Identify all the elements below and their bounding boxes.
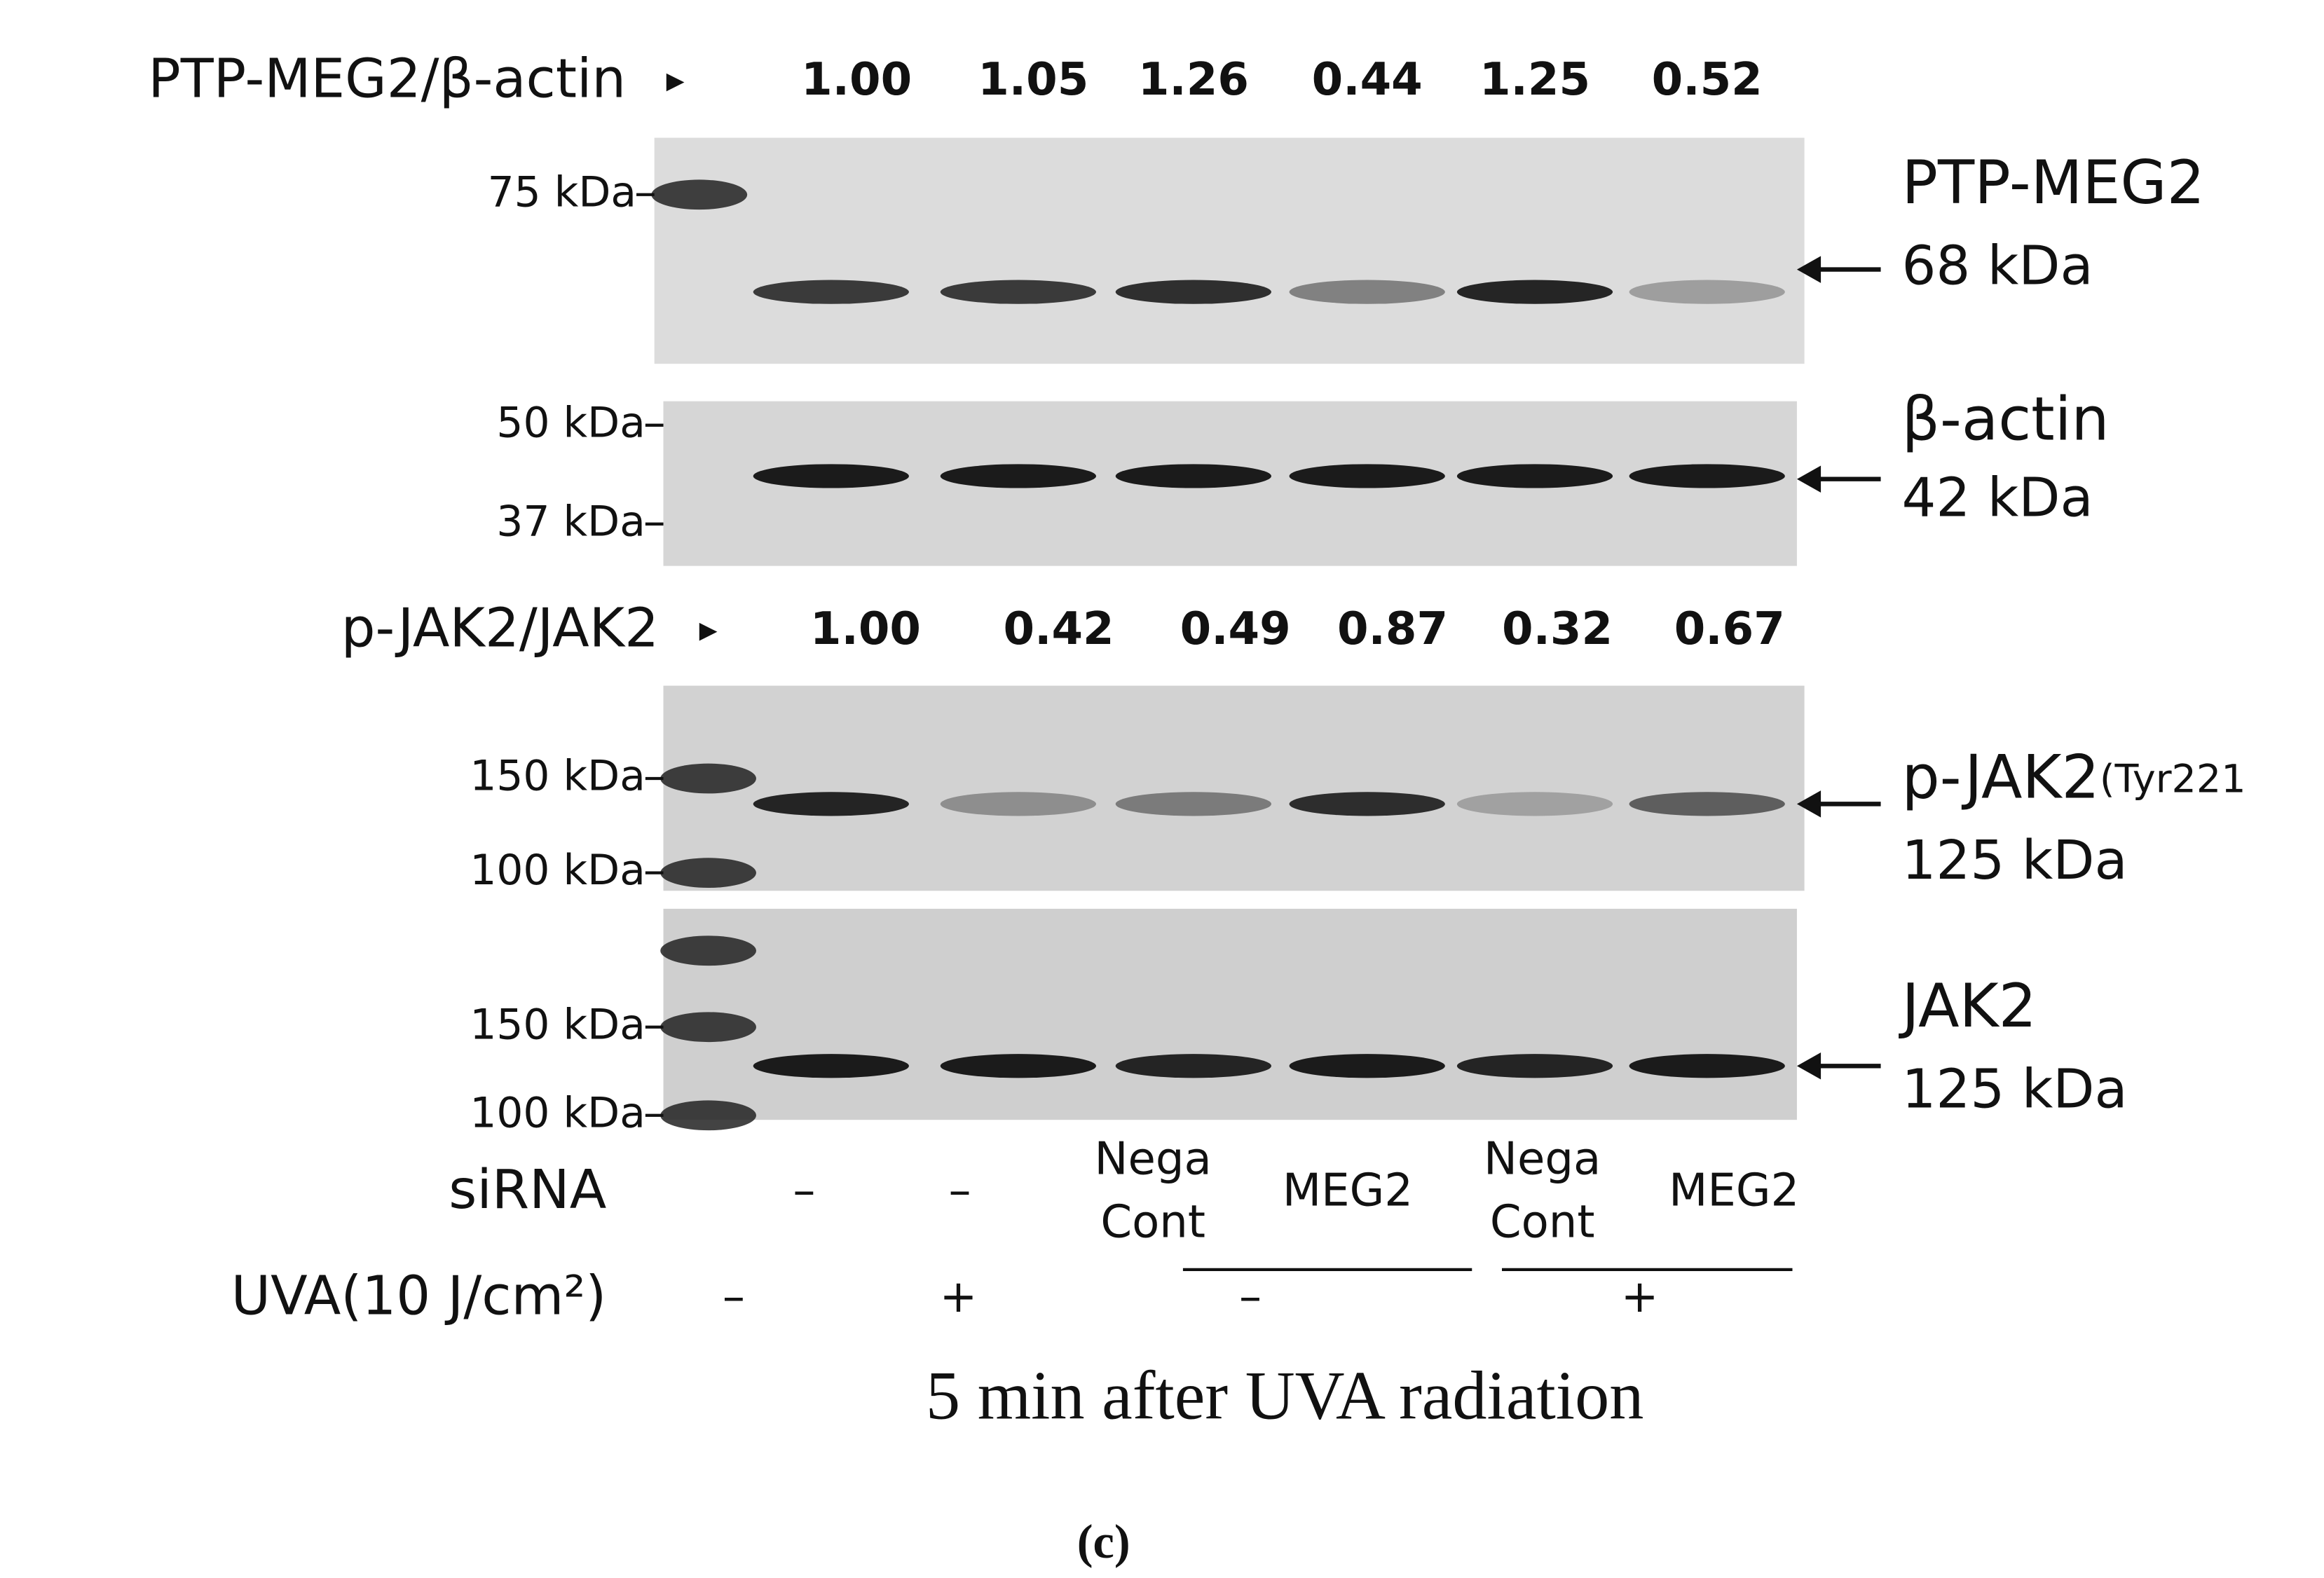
ratio-value: 0.67	[1674, 603, 1785, 655]
panel-label: (c)	[1077, 1515, 1130, 1568]
marker-label: 50 kDa	[496, 398, 645, 447]
protein-band	[1456, 464, 1613, 488]
protein-band	[940, 1054, 1096, 1078]
sirna-value: –	[793, 1165, 815, 1216]
ratio-value: 1.05	[978, 54, 1088, 106]
protein-band	[1629, 792, 1785, 816]
protein-size: 42 kDa	[1901, 467, 2093, 530]
protein-name-text: JAK2	[1898, 973, 2037, 1042]
ladder-band	[651, 179, 748, 210]
protein-band	[753, 464, 909, 488]
ratio-value: 1.26	[1138, 54, 1249, 106]
protein-band	[1115, 280, 1271, 304]
sirna-value: MEG2	[1283, 1165, 1413, 1216]
uva-value: –	[723, 1271, 745, 1323]
marker-label: 100 kDa	[470, 846, 645, 895]
blot-figure: PTP-MEG2/β-actin 1.00 1.05 1.26 0.44 1.25 0.52…	[148, 48, 2246, 1568]
protein-name: p-JAK2(Tyr221	[1901, 743, 2246, 813]
caption: 5 min after UVA radiation	[926, 1358, 1643, 1434]
protein-size: 125 kDa	[1901, 830, 2127, 892]
ratio-value: 0.42	[1004, 603, 1114, 655]
protein-band	[1629, 464, 1785, 488]
ladder-band	[660, 763, 756, 794]
ratio-value: 0.32	[1502, 603, 1613, 655]
blot-membrane	[663, 908, 1797, 1120]
ratio-value: 0.87	[1337, 603, 1448, 655]
uva-value: +	[1621, 1271, 1659, 1323]
uva-label: UVA(10 J/cm²)	[231, 1265, 607, 1328]
sirna-value: MEG2	[1669, 1165, 1799, 1216]
arrow-head	[1796, 790, 1821, 818]
sirna-value: Nega	[1484, 1134, 1601, 1186]
marker-label: 150 kDa	[470, 1000, 645, 1049]
protein-band	[1289, 464, 1445, 488]
protein-name: JAK2	[1898, 973, 2037, 1042]
ladder-band	[660, 1012, 756, 1043]
ratio-label: p-JAK2/JAK2	[341, 598, 659, 660]
protein-band	[753, 1054, 909, 1078]
uva-value: +	[940, 1271, 978, 1323]
protein-band	[1289, 1054, 1445, 1078]
protein-name-text: β-actin	[1901, 385, 2109, 455]
arrow-head	[1796, 465, 1821, 493]
protein-size: 68 kDa	[1901, 235, 2093, 298]
protein-band	[1456, 280, 1613, 304]
ratio-value: 1.00	[810, 603, 921, 655]
sirna-label: siRNA	[449, 1159, 606, 1221]
protein-band	[1629, 1054, 1785, 1078]
marker-label: 37 kDa	[496, 497, 645, 546]
protein-band	[1456, 792, 1613, 816]
protein-name: β-actin	[1901, 385, 2109, 455]
protein-size: 125 kDa	[1901, 1059, 2127, 1121]
protein-band	[940, 280, 1096, 304]
ratio-value: 0.52	[1652, 54, 1763, 106]
protein-band	[1115, 1054, 1271, 1078]
protein-band	[1289, 792, 1445, 816]
sirna-value: Nega	[1095, 1134, 1212, 1186]
protein-band	[1629, 280, 1785, 304]
protein-name-text: p-JAK2	[1901, 743, 2099, 813]
ratio-label: PTP-MEG2/β-actin	[148, 48, 626, 111]
pointer	[666, 73, 685, 92]
arrow-head	[1796, 256, 1821, 283]
protein-name: PTP-MEG2	[1901, 149, 2205, 219]
sirna-value: Cont	[1100, 1196, 1205, 1248]
sirna-value: –	[949, 1165, 971, 1216]
protein-band	[940, 792, 1096, 816]
protein-band	[1456, 1054, 1613, 1078]
sirna-value: Cont	[1490, 1196, 1595, 1248]
protein-band	[1289, 280, 1445, 304]
protein-band	[753, 792, 909, 816]
protein-band	[940, 464, 1096, 488]
protein-modifier: (Tyr221	[2100, 756, 2246, 802]
uva-value: –	[1239, 1271, 1262, 1323]
ratio-value: 1.25	[1479, 54, 1590, 106]
ladder-band	[660, 935, 756, 966]
pointer	[699, 622, 718, 641]
blot-membrane	[663, 685, 1805, 891]
marker-label: 75 kDa	[488, 167, 636, 217]
ratio-value: 1.00	[801, 54, 912, 106]
ratio-value: 0.44	[1312, 54, 1423, 106]
ladder-band	[660, 1100, 756, 1131]
marker-label: 100 kDa	[470, 1088, 645, 1137]
protein-band	[1115, 792, 1271, 816]
ratio-value: 0.49	[1180, 603, 1291, 655]
protein-band	[753, 280, 909, 304]
ladder-band	[660, 858, 756, 889]
arrow-head	[1796, 1052, 1821, 1080]
protein-band	[1115, 464, 1271, 488]
protein-name-text: PTP-MEG2	[1901, 149, 2205, 219]
marker-label: 150 kDa	[470, 752, 645, 801]
blot-membrane	[654, 137, 1805, 364]
